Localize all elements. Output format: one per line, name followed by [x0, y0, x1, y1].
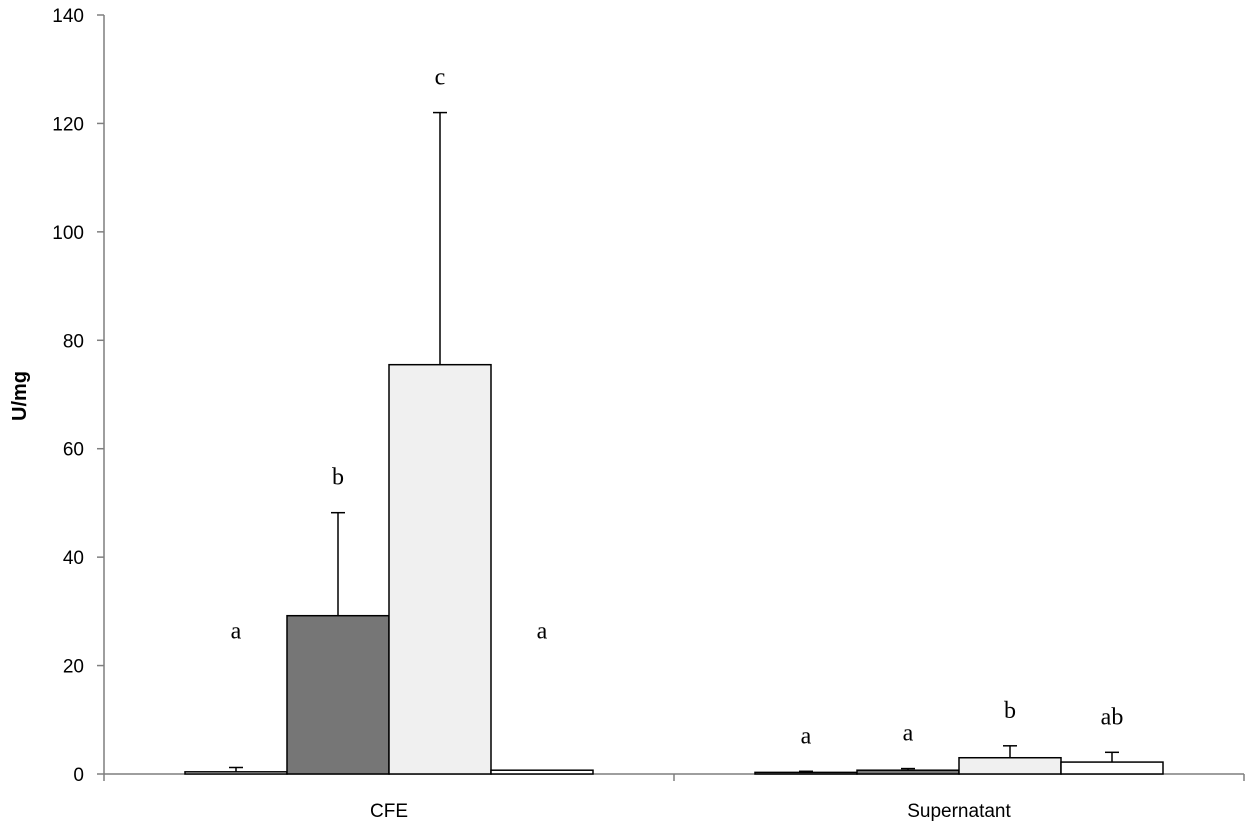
- bar: [490, 769, 594, 775]
- significance-label: a: [903, 721, 914, 747]
- category-label: Supernatant: [907, 801, 1011, 822]
- axes: [97, 14, 1245, 781]
- bar: [388, 363, 492, 775]
- bar: [184, 771, 288, 775]
- y-axis-label: U/mg: [9, 371, 31, 421]
- bar: [958, 756, 1062, 775]
- bar: [1060, 761, 1164, 775]
- y-tick-label: 60: [63, 440, 84, 461]
- significance-label: a: [231, 618, 242, 644]
- significance-label: a: [537, 618, 548, 644]
- y-tick-label: 80: [63, 331, 84, 352]
- significance-label: c: [435, 65, 446, 91]
- significance-label: b: [332, 465, 344, 491]
- y-tick-label: 40: [63, 548, 84, 569]
- category-labels: CFE Supernatant: [370, 801, 1011, 822]
- bars: [184, 363, 1164, 775]
- y-tick-labels: 0 20 40 60 80 100 120 140: [52, 6, 84, 786]
- error-bars: [229, 111, 1119, 773]
- y-tick-label: 120: [52, 114, 84, 135]
- y-tick-label: 100: [52, 223, 84, 244]
- significance-label: a: [801, 723, 812, 749]
- category-label: CFE: [370, 801, 408, 822]
- y-tick-label: 140: [52, 6, 84, 27]
- significance-label: b: [1004, 698, 1016, 724]
- bar: [286, 614, 390, 775]
- y-tick-label: 20: [63, 657, 84, 678]
- bar: [856, 769, 960, 775]
- bar: [754, 771, 858, 775]
- y-tick-label: 0: [73, 765, 84, 786]
- significance-label: ab: [1101, 704, 1124, 730]
